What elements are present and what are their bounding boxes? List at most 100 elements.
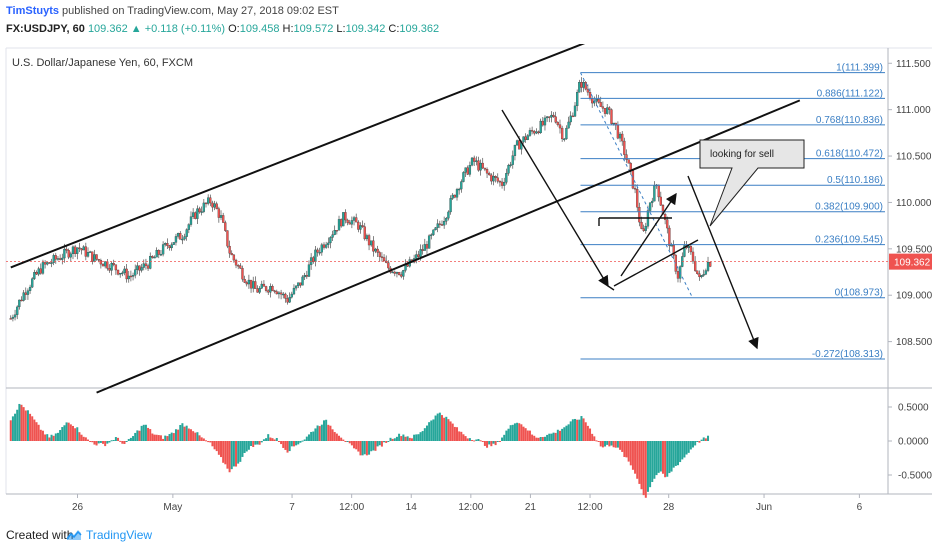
oscillator-bar: [679, 441, 682, 463]
oscillator-bar: [37, 424, 40, 441]
candle-body: [706, 262, 710, 271]
candle-body: [209, 197, 212, 204]
candle-body: [466, 167, 469, 175]
candle-body: [526, 135, 529, 140]
candle-body: [324, 244, 328, 248]
oscillator-bar: [383, 441, 386, 443]
oscillator-bar: [443, 417, 446, 441]
author-link[interactable]: TimStuyts: [6, 5, 59, 17]
candle-body: [518, 140, 521, 150]
oscillator-bar: [340, 437, 343, 441]
oscillator-bar: [108, 441, 111, 443]
candle-body: [224, 222, 227, 231]
oscillator-bar: [245, 441, 248, 452]
tradingview-brand-link[interactable]: TradingView: [86, 528, 153, 542]
oscillator-bar: [522, 426, 525, 441]
candle-body: [462, 172, 465, 182]
candle-body: [307, 264, 311, 277]
candle-body: [333, 230, 336, 235]
candle-body: [552, 114, 555, 117]
oscillator-bar: [689, 441, 692, 450]
oscillator-bar: [41, 430, 44, 441]
oscillator-bar: [288, 441, 291, 452]
oscillator-bar: [543, 436, 546, 441]
oscillator-bar: [159, 435, 162, 441]
oscillator-bar: [174, 429, 177, 441]
oscillator-bar: [385, 441, 388, 443]
chart-canvas[interactable]: USDJPY, 60U.S. Dollar / Japanese Yen 1(1…: [0, 44, 932, 520]
candle-body: [361, 225, 364, 227]
candle-body: [269, 286, 272, 293]
candle-body: [683, 245, 686, 257]
candle-body: [322, 244, 326, 248]
oscillator-bar: [140, 425, 143, 441]
oscillator-bar: [187, 428, 190, 441]
oscillator-bar: [157, 435, 160, 441]
oscillator-bar: [84, 437, 87, 441]
oscillator-bar: [659, 441, 662, 472]
candle-body: [451, 194, 454, 199]
oscillator-bar: [535, 437, 538, 441]
oscillator-bar: [490, 441, 493, 447]
oscillator-bar: [14, 413, 17, 441]
oscillator-bar: [460, 431, 463, 441]
candle-body: [455, 189, 459, 198]
oscillator-bar: [451, 423, 454, 441]
candle-body: [663, 214, 667, 220]
candle-body: [237, 265, 240, 267]
oscillator-bar: [29, 413, 32, 441]
oscillator-bar: [475, 439, 478, 441]
oscillator-bar: [466, 438, 469, 441]
candle-body: [565, 127, 568, 140]
publish-info: TimStuyts published on TradingView.com, …: [6, 5, 339, 17]
oscillator-bar: [479, 440, 482, 442]
oscillator-bar: [104, 441, 107, 447]
candle-body: [138, 265, 141, 271]
candle-body: [554, 116, 557, 123]
candle-body: [191, 212, 195, 217]
time-tick-label: 12:00: [578, 502, 603, 513]
candle-body: [648, 202, 652, 211]
time-tick-label: 12:00: [339, 502, 364, 513]
oscillator-bar: [599, 441, 602, 447]
candle-body: [264, 286, 268, 291]
chart-frame[interactable]: USDJPY, 60U.S. Dollar / Japanese Yen 1(1…: [0, 44, 932, 520]
candle-body: [445, 217, 448, 222]
candle-body: [402, 270, 405, 277]
oscillator-bar: [316, 425, 319, 441]
oscillator-bar: [252, 441, 255, 448]
oscillator-bar: [44, 434, 47, 441]
oscillator-bar: [591, 433, 594, 441]
candle-body: [601, 106, 605, 109]
oscillator-bar: [398, 433, 401, 441]
oscillator-bar: [318, 426, 321, 441]
oscillator-bar: [168, 434, 171, 441]
candle-body: [282, 293, 285, 296]
candle-body: [537, 131, 540, 134]
oscillator-bar: [213, 441, 216, 450]
candle-body: [430, 234, 433, 236]
symbol-name[interactable]: FX:USDJPY, 60: [6, 23, 85, 35]
oscillator-bar: [22, 407, 25, 441]
oscillator-bar: [370, 441, 373, 452]
oscillator-bar: [657, 441, 660, 473]
oscillator-bar: [87, 439, 90, 441]
candle-body: [170, 244, 173, 249]
oscillator-bar: [26, 410, 29, 441]
candle-body: [31, 278, 34, 288]
oscillator-bar: [99, 441, 102, 443]
oscillator-bar: [241, 441, 244, 457]
candle-body: [110, 263, 113, 271]
oscillator-bar: [672, 441, 675, 468]
candle-body: [76, 247, 79, 254]
oscillator-bar: [357, 441, 360, 452]
oscillator-bar: [67, 422, 70, 441]
candle-body: [533, 131, 536, 134]
candle-body: [608, 107, 611, 110]
candle-body: [696, 270, 699, 274]
oscillator-bar: [282, 441, 285, 448]
oscillator-bar: [683, 441, 686, 458]
candle-body: [78, 247, 81, 249]
oscillator-bar: [400, 436, 403, 441]
oscillator-bar: [376, 441, 379, 447]
